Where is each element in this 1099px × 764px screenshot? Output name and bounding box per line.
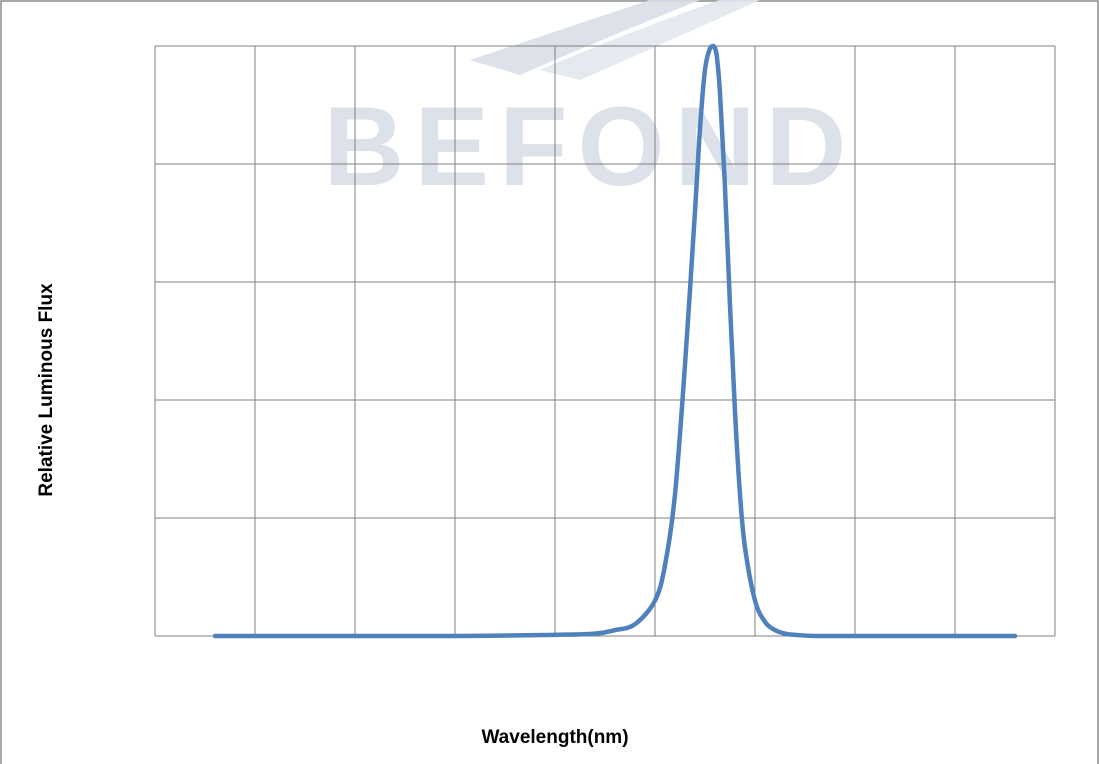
y-axis-label: Relative Luminous Flux bbox=[36, 283, 57, 497]
series-layer bbox=[212, 43, 1018, 639]
grid bbox=[154, 45, 1056, 637]
watermark-swoosh bbox=[540, 0, 760, 80]
watermark-logo: BEFOND bbox=[324, 0, 857, 209]
series-line-0 bbox=[212, 43, 1018, 639]
x-axis-label: Wavelength(nm) bbox=[481, 727, 628, 748]
watermark-text: BEFOND bbox=[324, 84, 857, 209]
watermark-swoosh bbox=[470, 0, 700, 75]
